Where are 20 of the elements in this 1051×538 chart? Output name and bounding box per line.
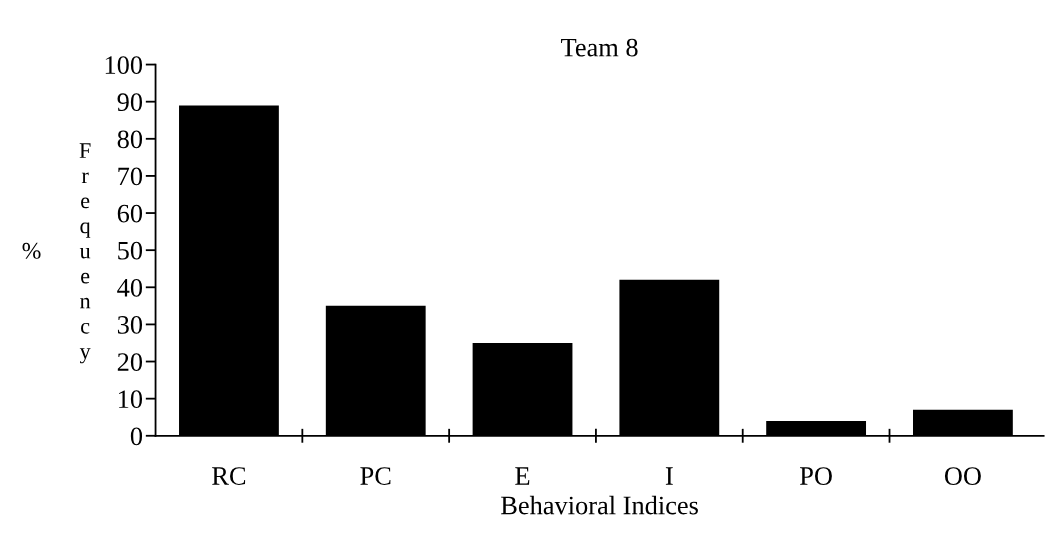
y-tick-label: 80 (117, 130, 143, 149)
x-tick-label: RC (212, 467, 246, 485)
y-tick-label: 20 (117, 353, 143, 371)
x-tick-label: E (515, 467, 530, 485)
y-tick-label: 90 (117, 93, 143, 112)
x-tick-label: PO (800, 467, 832, 485)
y-tick-label: 40 (117, 278, 143, 297)
x-tick-label: PC (360, 467, 391, 485)
y-tick-label: 50 (118, 241, 143, 260)
y-tick-label: 0 (130, 427, 143, 446)
y-tick-label: 100 (105, 56, 143, 74)
y-tick-label: 60 (117, 204, 143, 223)
x-tick-label: I (665, 467, 673, 485)
y-tick-label: 70 (118, 167, 143, 186)
x-tick-label: OO (944, 467, 981, 485)
x-axis-title: Behavioral Indices (501, 495, 698, 515)
text: % Frequency (22, 143, 91, 364)
y-tick-label: 10 (118, 390, 143, 409)
y-tick-label: 30 (117, 316, 143, 334)
chart-title: Team 8 (561, 38, 638, 57)
